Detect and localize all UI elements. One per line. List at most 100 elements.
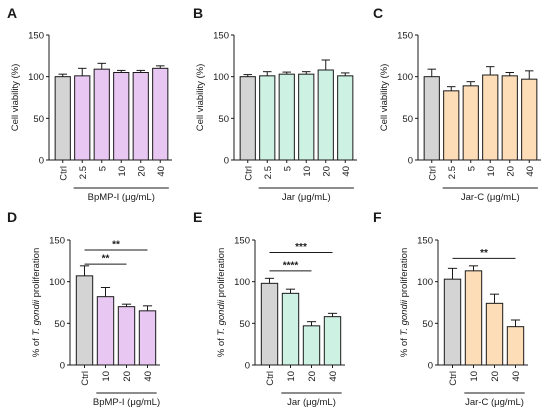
y-tick-label: 150	[397, 31, 413, 42]
bar	[482, 74, 499, 161]
bar	[93, 68, 110, 161]
x-tick-label: 40	[511, 371, 522, 382]
y-tick-label: 0	[428, 361, 433, 372]
y-axis-label: % of T. gondii proliferation	[216, 248, 227, 358]
bar	[278, 73, 295, 161]
panel-c: C 0 50 100 150 Cell viability (%) Ctrl 2.5 5 10 20…	[373, 5, 541, 203]
bar	[239, 76, 256, 161]
x-tick-label: 10	[486, 166, 497, 177]
y-tick-label: 50	[402, 114, 413, 125]
panel-letter: C	[373, 5, 383, 21]
x-tick-label: 40	[143, 371, 154, 382]
bar	[462, 85, 479, 161]
y-axis-label: Cell viability (%)	[10, 64, 21, 132]
significance-label: ***	[295, 242, 307, 253]
panel-letter: B	[193, 5, 203, 21]
significance-label: **	[102, 254, 110, 265]
y-tick-label: 0	[39, 156, 44, 167]
y-tick-label: 150	[234, 236, 250, 247]
x-tick-label: 10	[302, 166, 313, 177]
x-tick-label: 20	[505, 166, 516, 177]
y-tick-label: 100	[417, 277, 433, 288]
y-tick-label: 50	[218, 114, 229, 125]
panel-b: B 0 50 100 150 Cell viability (%) Ctrl 2.5 5 10 20…	[193, 5, 357, 203]
x-tick-label: 20	[321, 166, 332, 177]
bar	[443, 278, 462, 366]
y-tick-label: 150	[417, 236, 433, 247]
bar	[96, 296, 115, 366]
bar	[464, 270, 483, 366]
y-tick-label: 50	[54, 319, 65, 330]
panel-d: D 0 50 100 150 % of T. gondii proliferation Ct…	[7, 209, 160, 408]
y-tick-label: 150	[28, 31, 44, 42]
x-tick-label: 2.5	[447, 166, 458, 179]
bar	[423, 76, 440, 161]
y-tick-label: 100	[213, 72, 229, 83]
panel-letter: F	[373, 209, 382, 225]
bar	[443, 90, 460, 161]
panel-e: E 0 50 100 150 % of T. gondii proliferation Ct…	[193, 209, 345, 408]
bar	[117, 306, 136, 366]
x-tick-label: 20	[490, 371, 501, 382]
y-tick-label: 100	[234, 277, 250, 288]
x-tick-label: 10	[117, 166, 128, 177]
x-tick-label: Ctrl	[427, 166, 438, 181]
group-label: Jar (μg/mL)	[287, 397, 336, 408]
y-axis-label: Cell viability (%)	[195, 64, 206, 132]
x-tick-label: 20	[122, 371, 133, 382]
y-tick-label: 0	[245, 361, 250, 372]
group-label: Jar-C (μg/mL)	[465, 397, 524, 408]
bar	[323, 316, 342, 366]
panel-letter: D	[7, 209, 17, 225]
bar	[74, 75, 91, 161]
y-tick-label: 100	[49, 277, 65, 288]
y-tick-label: 0	[60, 361, 65, 372]
x-tick-label: 40	[341, 166, 352, 177]
y-tick-label: 50	[33, 114, 44, 125]
bar	[337, 75, 354, 161]
bar	[298, 73, 315, 161]
panel-letter: A	[7, 5, 17, 21]
bar	[54, 76, 71, 161]
y-tick-label: 0	[224, 156, 229, 167]
panel-f: F 0 50 100 150 % of T. gondii proliferation Ct…	[373, 209, 528, 408]
x-tick-label: 40	[328, 371, 339, 382]
bar	[506, 326, 525, 366]
bar	[521, 78, 538, 161]
bar	[132, 72, 149, 161]
bar	[152, 67, 169, 161]
bar	[138, 310, 157, 366]
panel-letter: E	[193, 209, 202, 225]
group-label: BpMP-I (μg/mL)	[93, 397, 160, 408]
y-tick-label: 50	[239, 319, 250, 330]
bar	[281, 292, 300, 366]
x-tick-label: 20	[136, 166, 147, 177]
x-tick-label: Ctrl	[243, 166, 254, 181]
bar	[260, 282, 279, 366]
x-tick-label: Ctrl	[80, 371, 91, 386]
bar	[501, 75, 518, 161]
y-axis-label: % of T. gondii proliferation	[31, 248, 42, 358]
y-tick-label: 150	[213, 31, 229, 42]
y-axis-label: % of T. gondii proliferation	[399, 248, 410, 358]
x-tick-label: 5	[466, 166, 477, 171]
y-tick-label: 50	[422, 319, 433, 330]
x-tick-label: 10	[286, 371, 297, 382]
y-tick-label: 100	[28, 72, 44, 83]
y-axis-label: Cell viability (%)	[379, 64, 390, 132]
x-tick-label: 2.5	[78, 166, 89, 179]
y-tick-label: 150	[49, 236, 65, 247]
y-tick-label: 100	[397, 72, 413, 83]
x-tick-label: 5	[282, 166, 293, 171]
x-tick-label: 2.5	[263, 166, 274, 179]
x-tick-label: 10	[101, 371, 112, 382]
panel-a: A 0 50 100 150 Cell viability (%) Ctrl 2.5 5 10 20…	[7, 5, 172, 203]
group-label: Jar-C (μg/mL)	[461, 192, 520, 203]
significance-label: **	[112, 240, 120, 251]
bar	[302, 325, 321, 366]
bar	[485, 302, 504, 366]
x-tick-label: 40	[525, 166, 536, 177]
y-tick-label: 0	[408, 156, 413, 167]
bar	[317, 69, 334, 161]
